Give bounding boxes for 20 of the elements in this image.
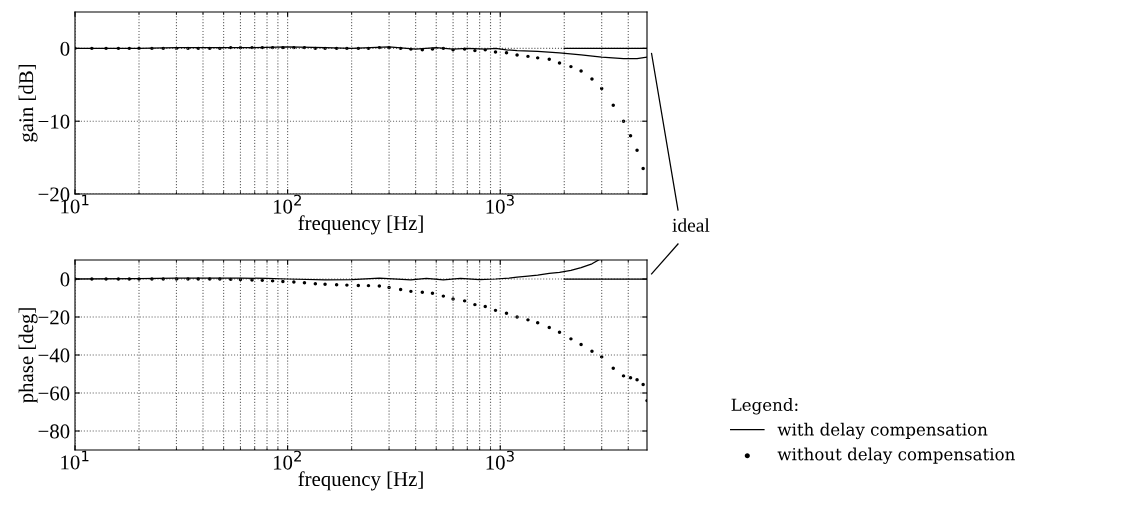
x-axis-title: frequency [Hz] — [298, 471, 423, 491]
x-axis-title: frequency [Hz] — [298, 215, 423, 235]
legend-title: Legend: — [731, 398, 798, 415]
legend-label: without delay compensation — [777, 447, 1015, 464]
x-tick-label: 10$^{1}$ — [61, 450, 89, 470]
y-tick-label: −60 — [38, 386, 70, 401]
y-tick-label: −10 — [38, 114, 70, 129]
text: ideal — [672, 218, 710, 232]
x-tick-label: 10$^{3}$ — [486, 450, 514, 470]
y-tick-label: −40 — [38, 348, 70, 363]
x-tick-label: 10$^{2}$ — [273, 450, 301, 470]
y-tick-label: −20 — [38, 310, 70, 325]
x-tick-label: 10$^{3}$ — [486, 194, 514, 214]
y-axis-title: gain [dB] — [18, 64, 38, 142]
y-tick-label: −80 — [38, 424, 70, 439]
legend-label: with delay compensation — [777, 422, 988, 440]
y-tick-label: 0 — [60, 272, 70, 287]
x-tick-label: 10$^{2}$ — [273, 194, 301, 214]
y-axis-title: phase [deg] — [18, 308, 38, 403]
y-tick-label: 0 — [60, 41, 70, 56]
